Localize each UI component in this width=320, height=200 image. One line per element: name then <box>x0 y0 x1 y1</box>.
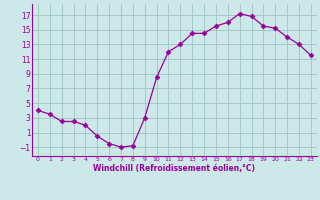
X-axis label: Windchill (Refroidissement éolien,°C): Windchill (Refroidissement éolien,°C) <box>93 164 255 173</box>
